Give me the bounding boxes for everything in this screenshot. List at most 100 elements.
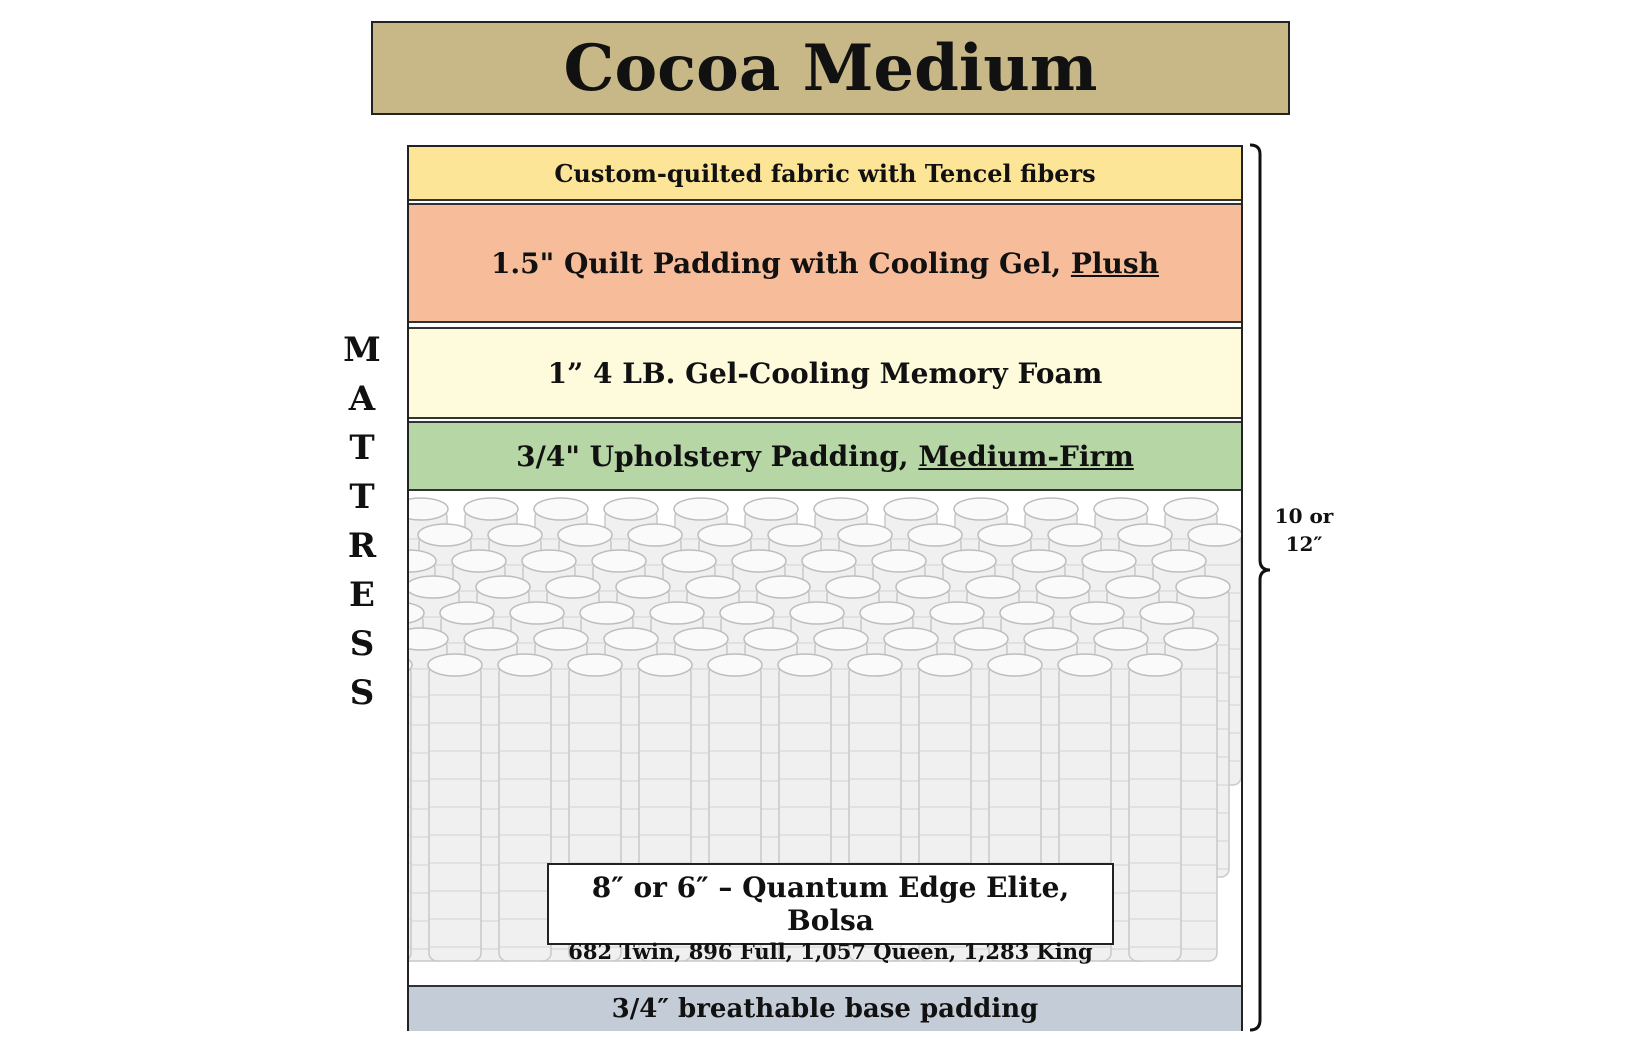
- layer-quilt-padding: 1.5" Quilt Padding with Cooling Gel, Plu…: [409, 203, 1241, 323]
- height-line1: 10 or: [1274, 504, 1334, 528]
- coil: [825, 575, 881, 599]
- coil: [847, 653, 903, 677]
- coil: [755, 575, 811, 599]
- coil: [1127, 653, 1183, 677]
- coil: [999, 601, 1055, 625]
- coil: [965, 575, 1021, 599]
- coil: [1117, 523, 1173, 547]
- letter: S: [349, 624, 375, 664]
- coil-title: 8″ or 6″ – Quantum Edge Elite, Bolsa: [591, 871, 1070, 937]
- coil: [685, 575, 741, 599]
- coil: [743, 627, 799, 651]
- layer-upholstery-padding: 3/4" Upholstery Padding, Medium-Firm: [409, 421, 1241, 491]
- coil: [917, 653, 973, 677]
- letter: T: [349, 428, 375, 468]
- mattress-diagram: Custom-quilted fabric with Tencel fibers…: [407, 145, 1243, 1031]
- coil: [521, 549, 577, 573]
- coil: [545, 575, 601, 599]
- coil: [475, 575, 531, 599]
- coil: [697, 523, 753, 547]
- coil: [813, 497, 869, 521]
- coil: [417, 523, 473, 547]
- coil: [777, 653, 833, 677]
- coil: [1187, 523, 1241, 547]
- coil: [1035, 575, 1091, 599]
- coil: [409, 602, 425, 624]
- coil: [743, 497, 799, 521]
- coil: [1023, 497, 1079, 521]
- coil: [929, 601, 985, 625]
- coil: [941, 549, 997, 573]
- coil: [1128, 664, 1182, 962]
- coil: [1023, 627, 1079, 651]
- coil: [409, 666, 412, 960]
- coil: [953, 497, 1009, 521]
- letter: S: [349, 673, 375, 713]
- coil: [789, 601, 845, 625]
- coil: [533, 497, 589, 521]
- mattress-side-label: M A T T R E S S: [340, 326, 384, 718]
- height-bracket: [1249, 143, 1271, 1032]
- coil: [428, 664, 482, 962]
- coil: [509, 601, 565, 625]
- firmness-medium-firm: Medium-Firm: [918, 439, 1134, 473]
- coil: [409, 497, 449, 521]
- coil: [409, 627, 449, 651]
- coil: [497, 653, 553, 677]
- coil: [907, 523, 963, 547]
- coil: [579, 601, 635, 625]
- letter: M: [343, 330, 381, 370]
- coil: [859, 601, 915, 625]
- coil: [1047, 523, 1103, 547]
- coil: [953, 627, 1009, 651]
- coil: [463, 497, 519, 521]
- layer-base-padding: 3/4″ breathable base padding: [409, 985, 1241, 1031]
- coil: [409, 575, 461, 599]
- coil-counts: 682 Twin, 896 Full, 1,057 Queen, 1,283 K…: [568, 939, 1093, 964]
- coil: [661, 549, 717, 573]
- coil: [673, 627, 729, 651]
- coil: [649, 601, 705, 625]
- coil: [637, 653, 693, 677]
- coil-label-box: 8″ or 6″ – Quantum Edge Elite, Bolsa 682…: [547, 863, 1114, 964]
- coil: [603, 497, 659, 521]
- coil: [409, 659, 413, 671]
- letter: R: [347, 526, 377, 566]
- letter: A: [348, 379, 376, 419]
- letter: T: [349, 477, 375, 517]
- coil: [1163, 627, 1219, 651]
- coil: [673, 497, 729, 521]
- coil: [883, 497, 939, 521]
- coil: [767, 523, 823, 547]
- letter: E: [349, 575, 375, 615]
- coil: [1093, 497, 1149, 521]
- coil: [719, 601, 775, 625]
- diagram-title: Cocoa Medium: [371, 21, 1290, 115]
- coil: [409, 549, 437, 573]
- coil: [1057, 653, 1113, 677]
- coil: [567, 653, 623, 677]
- coil: [427, 653, 483, 677]
- coil: [707, 653, 763, 677]
- coil: [883, 627, 939, 651]
- coil: [615, 575, 671, 599]
- coil: [463, 627, 519, 651]
- coil: [1011, 549, 1067, 573]
- layer-fabric-label: Custom-quilted fabric with Tencel fibers: [554, 158, 1096, 188]
- coil: [731, 549, 787, 573]
- coil: [627, 523, 683, 547]
- coil: [1163, 497, 1219, 521]
- coil: [1139, 601, 1195, 625]
- coil: [1175, 575, 1231, 599]
- coil: [591, 549, 647, 573]
- layer-quilt-label: 1.5" Quilt Padding with Cooling Gel,: [490, 246, 1071, 280]
- coil: [533, 627, 589, 651]
- coil: [977, 523, 1033, 547]
- layer-base-label: 3/4″ breathable base padding: [611, 994, 1039, 1024]
- coil: [557, 523, 613, 547]
- coil: [487, 523, 543, 547]
- layer-fabric: Custom-quilted fabric with Tencel fibers: [409, 147, 1241, 201]
- coil: [801, 549, 857, 573]
- coil: [1093, 627, 1149, 651]
- coil: [1151, 549, 1207, 573]
